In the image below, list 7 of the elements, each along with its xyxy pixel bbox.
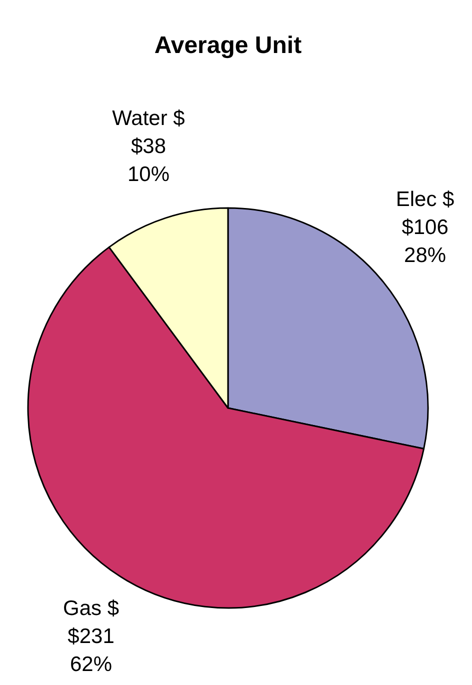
data-label: $231 62% [68,624,114,676]
chart-title: Average Unit [154,32,302,59]
data-label: $38 10% [127,134,170,186]
slice-label: Gas $ [62,596,120,620]
slice-label: Elec $ [396,187,455,210]
data-label: $106 28% [402,215,448,266]
slice-label: Water $ [112,106,186,130]
